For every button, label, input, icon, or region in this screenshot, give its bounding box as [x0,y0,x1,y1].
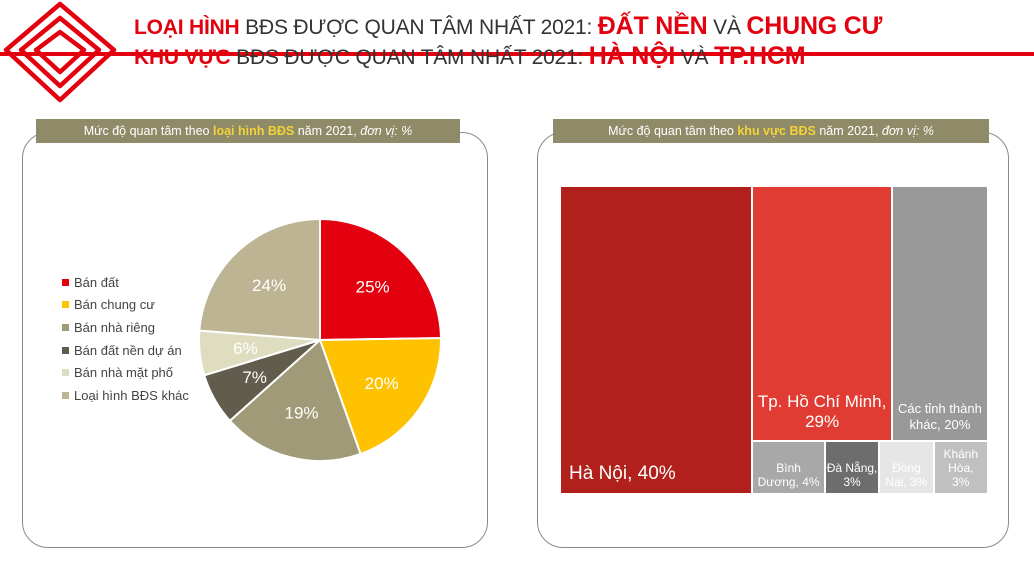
treemap-cell-label: Khánh Hòa, 3% [943,446,979,489]
legend-item: Bán nhà riêng [62,316,189,339]
legend-swatch [62,346,69,354]
legend-swatch [62,301,69,309]
treemap-cell: Đồng Nai, 3% [880,442,935,495]
treemap-cell: Các tỉnh thành khác, 20% [892,187,989,442]
legend-label: Loại hình BĐS khác [74,387,189,403]
legend-swatch [62,369,69,377]
treemap-cell: Đà Nẵng, 3% [825,442,881,495]
treemap-chart-title: Mức độ quan tâm theo khu vực BĐS năm 202… [553,119,989,143]
treemap-cell-label: Đồng Nai, 3% [885,460,928,489]
page-title-line-1: LOẠI HÌNH BĐS ĐƯỢC QUAN TÂM NHẤT 2021: Đ… [134,12,883,40]
legend-label: Bán nhà riêng [74,319,155,335]
treemap-cell-label: Các tỉnh thành khác, 20% [897,401,982,432]
treemap-cell-label: Bình Dương, 4% [757,460,820,489]
treemap-cell-label: Hà Nội, 40% [569,462,676,484]
pie-slice-label: 6% [233,339,258,358]
treemap-cell-label: Tp. Hồ Chí Minh, 29% [757,391,887,431]
page-title-line-2: KHU VỰC BĐS ĐƯỢC QUAN TÂM NHẤT 2021: HÀ … [134,42,806,70]
legend-item: Bán nhà mặt phố [62,361,189,384]
treemap-cell: Tp. Hồ Chí Minh, 29% [753,187,893,442]
pie-slice [318,337,442,456]
pie-slice-label: 24% [252,276,286,295]
pie-slice [228,338,362,462]
treemap-cell: Hà Nội, 40% [561,187,754,495]
legend-item: Bán đất nền dự án [62,339,189,362]
legend-item: Bán chung cư [62,294,189,317]
legend-label: Bán nhà mặt phố [74,365,174,381]
legend-label: Bán đất [74,274,119,290]
pie-chart-title: Mức độ quan tâm theo loại hình BĐS năm 2… [36,119,460,143]
pie-chart: 25% 20% 19% 7% 6% 24% [198,217,443,462]
legend-swatch [62,278,69,286]
treemap-cell-label: Đà Nẵng, 3% [826,460,878,489]
legend-swatch [62,323,69,331]
legend-label: Bán đất nền dự án [74,342,182,358]
pie-slice-label: 20% [365,374,399,393]
treemap-cell: Bình Dương, 4% [753,442,826,495]
pie-slice-label: 25% [356,278,390,297]
pie-slice-label: 19% [285,404,319,423]
pie-slice [198,217,321,342]
legend-swatch [62,391,69,399]
pie-slice [319,217,443,342]
pie-legend: Bán đất Bán chung cư Bán nhà riêng Bán đất … [62,271,189,407]
legend-item: Bán đất [62,271,189,294]
treemap-cell: Khánh Hòa, 3% [934,442,989,495]
pie-slice-label: 7% [242,368,267,387]
legend-item: Loại hình BĐS khác [62,384,189,407]
legend-label: Bán chung cư [74,297,155,313]
header-divider [0,52,1034,56]
